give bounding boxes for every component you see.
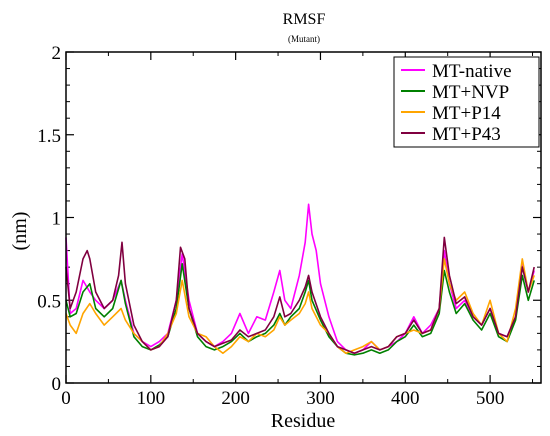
legend-label: MT+P14 <box>432 103 501 124</box>
x-axis-ticks: 0 100 200 300 400 500 <box>61 52 534 409</box>
x-tick-label: 400 <box>391 388 420 409</box>
x-tick-label: 300 <box>306 388 335 409</box>
x-axis-label: Residue <box>271 410 336 432</box>
chart-title: RMSF <box>283 11 326 28</box>
y-tick-label: 0.5 <box>37 291 61 312</box>
y-axis-label: (nm) <box>9 212 31 251</box>
y-tick-label: 1.5 <box>37 126 61 147</box>
series-line-mt-nvp <box>65 262 535 356</box>
x-tick-label: 200 <box>221 388 250 409</box>
x-tick-label: 100 <box>137 388 166 409</box>
x-tick-label: 500 <box>476 388 505 409</box>
legend-label: MT+NVP <box>432 82 509 103</box>
legend-label: MT+P43 <box>432 124 501 145</box>
series-line-mt-p43 <box>65 236 535 355</box>
y-tick-label: 1 <box>52 209 62 230</box>
chart-subtitle: (Mutant) <box>288 34 320 44</box>
series-group <box>65 203 535 356</box>
x-tick-label: 0 <box>61 388 71 409</box>
plot-frame <box>65 51 542 384</box>
y-axis-ticks: 0 0.5 1 1.5 2 <box>37 43 541 395</box>
legend-label: MT-native <box>432 61 512 82</box>
y-tick-label: 2 <box>52 43 62 64</box>
y-tick-label: 0 <box>52 374 62 395</box>
